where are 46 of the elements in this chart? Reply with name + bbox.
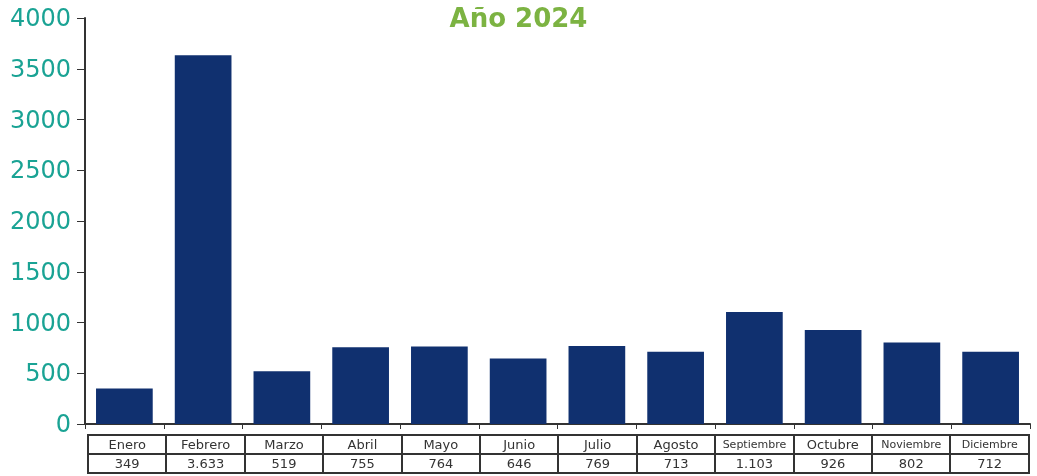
x-tick-label: Diciembre — [950, 435, 1029, 454]
bar — [174, 55, 232, 424]
x-tick-label: Febrero — [166, 435, 245, 454]
bar — [489, 358, 547, 424]
data-label: 519 — [244, 454, 324, 473]
y-tick-label: 3500 — [9, 54, 71, 83]
x-tick-label: Octubre — [793, 435, 873, 454]
y-tick-label: 1500 — [9, 257, 71, 286]
bar — [647, 351, 704, 424]
y-tick-label: 4000 — [9, 4, 71, 32]
x-tick-label: Marzo — [244, 435, 324, 454]
bar — [726, 312, 783, 424]
x-tick-label: Julio — [558, 435, 637, 454]
data-label: 3.633 — [166, 454, 245, 473]
x-tick-label: Mayo — [401, 435, 481, 454]
data-label: 755 — [323, 454, 402, 473]
data-label: 764 — [401, 454, 481, 473]
x-tick-label: Agosto — [636, 435, 716, 454]
bar — [253, 371, 311, 424]
bar — [332, 347, 389, 424]
bar — [804, 330, 862, 424]
x-tick-label: Noviembre — [872, 435, 951, 454]
y-tick-label: 0 — [55, 410, 71, 438]
y-tick-label: 2000 — [9, 207, 71, 235]
data-label: 713 — [636, 454, 716, 473]
x-tick-label: Junio — [480, 435, 559, 454]
data-label: 769 — [558, 454, 637, 473]
bar — [883, 342, 941, 424]
x-tick-label: Enero — [88, 435, 167, 454]
x-tick-label: Septiembre — [715, 435, 794, 454]
data-label: 712 — [950, 454, 1029, 473]
data-label: 802 — [872, 454, 951, 473]
data-label: 646 — [480, 454, 559, 473]
y-tick-label: 2500 — [9, 156, 71, 185]
bar — [962, 351, 1019, 424]
y-tick-label: 1000 — [9, 308, 71, 337]
data-label: 926 — [793, 454, 873, 473]
y-tick-label: 500 — [25, 359, 71, 388]
data-label: 1.103 — [715, 454, 794, 473]
x-tick-label: Abril — [323, 435, 402, 454]
bar — [568, 345, 626, 424]
data-label: 349 — [88, 454, 167, 473]
chart-title: Año 2024 — [449, 3, 588, 33]
bar — [96, 388, 153, 424]
y-tick-label: 3000 — [9, 105, 71, 134]
bar — [411, 346, 468, 424]
